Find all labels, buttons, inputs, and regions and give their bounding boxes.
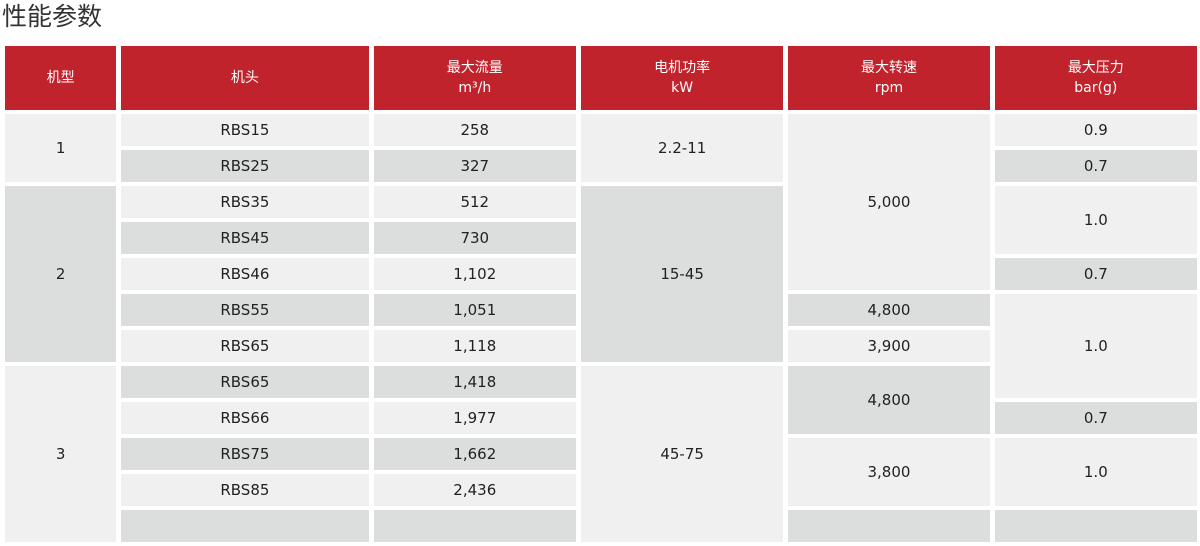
head-cell: RBS75 [121,438,369,470]
power-cell: 45-75 [580,366,784,542]
flow-cell: 1,102 [373,258,576,290]
pressure-cell: 0.7 [994,258,1197,290]
power-cell: 2.2-11 [580,114,784,182]
table-row: RBS65 1,118 3,900 [5,330,1197,362]
header-max-pressure: 最大压力 bar(g) [994,46,1197,110]
speed-cell: 3,900 [788,330,990,362]
flow-cell: 258 [373,114,576,146]
pressure-cell [994,510,1197,542]
head-cell: RBS65 [121,366,369,398]
header-model: 机型 [5,46,117,110]
table-row: RBS25 327 0.7 [5,150,1197,182]
header-label: 机头 [230,70,259,86]
model-cell: 1 [5,114,117,182]
flow-cell: 1,977 [373,402,576,434]
speed-cell [788,510,990,542]
head-cell: RBS85 [121,474,369,506]
header-max-speed: 最大转速 rpm [788,46,990,110]
header-unit: rpm [874,80,904,96]
head-cell: RBS15 [121,114,369,146]
page-title: 性能参数 [2,2,103,31]
head-cell: RBS46 [121,258,369,290]
head-cell: RBS35 [121,186,369,218]
header-label: 电机功率 [654,60,711,76]
table-row: 2 RBS35 512 15-45 1.0 [5,186,1197,362]
head-cell: RBS45 [121,222,369,254]
header-label: 机型 [46,70,75,86]
table-row: 3 RBS65 1,418 45-75 4,800 [5,366,1197,542]
flow-cell: 512 [373,186,576,218]
header-max-flow: 最大流量 m³/h [373,46,576,110]
flow-cell: 730 [373,222,576,254]
header-unit: bar(g) [1074,80,1118,96]
speed-cell: 4,800 [788,294,990,326]
head-cell: RBS25 [121,150,369,182]
model-cell: 2 [5,186,117,362]
header-unit: m³/h [458,80,492,96]
table-row: RBS85 2,436 [5,474,1197,506]
flow-cell: 2,436 [373,474,576,506]
table-header-row: 机型 机头 最大流量 m³/h 电机功率 kW 最大转速 rpm 最大压力 bar(g) [5,46,1197,110]
flow-cell: 1,418 [373,366,576,398]
flow-cell: 327 [373,150,576,182]
flow-cell [373,510,576,542]
model-cell: 3 [5,366,117,542]
flow-cell: 1,118 [373,330,576,362]
head-cell: RBS55 [121,294,369,326]
pressure-cell: 0.7 [994,150,1197,182]
table-row: RBS75 1,662 3,800 1.0 [5,438,1197,506]
table-row: 1 RBS15 258 2.2-11 5,000 0.9 [5,114,1197,290]
speed-cell: 3,800 [788,438,990,506]
header-label: 最大压力 [1067,60,1124,76]
header-label: 最大转速 [860,60,917,76]
speed-cell: 4,800 [788,366,990,434]
table-row: RBS66 1,977 0.7 [5,402,1197,434]
table-row: RBS45 730 [5,222,1197,254]
pressure-cell: 1.0 [994,294,1197,398]
performance-table: 机型 机头 最大流量 m³/h 电机功率 kW 最大转速 rpm 最大压力 bar(g)… [0,42,1200,546]
head-cell: RBS66 [121,402,369,434]
speed-cell: 5,000 [788,114,990,290]
head-cell [121,510,369,542]
flow-cell: 1,051 [373,294,576,326]
table-row: RBS55 1,051 4,800 1.0 [5,294,1197,398]
flow-cell: 1,662 [373,438,576,470]
pressure-cell: 1.0 [994,186,1197,254]
header-unit: kW [671,80,694,96]
power-cell: 15-45 [580,186,784,362]
header-motor-power: 电机功率 kW [580,46,784,110]
pressure-cell: 1.0 [994,438,1197,506]
header-head: 机头 [121,46,369,110]
table-row: RBS46 1,102 0.7 [5,258,1197,290]
pressure-cell: 0.9 [994,114,1197,146]
header-label: 最大流量 [446,60,503,76]
pressure-cell: 0.7 [994,402,1197,434]
head-cell: RBS65 [121,330,369,362]
